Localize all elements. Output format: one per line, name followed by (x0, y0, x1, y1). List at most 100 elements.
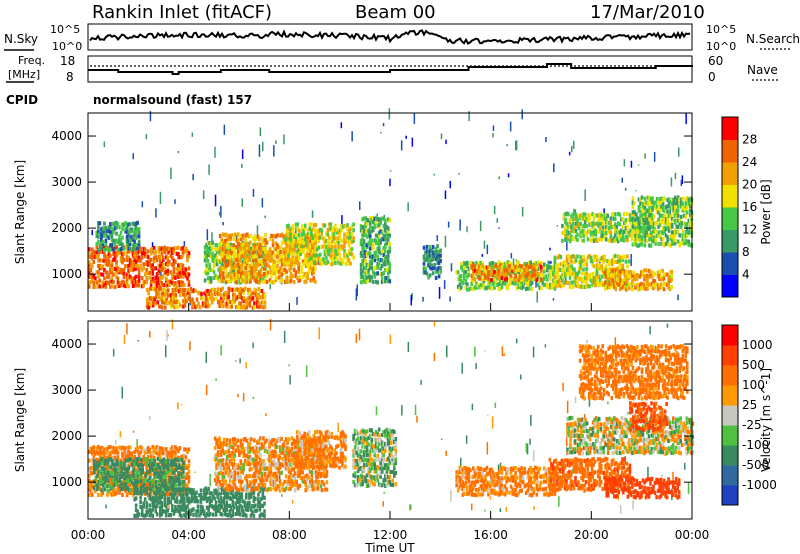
echo-cell (427, 254, 430, 259)
echo-cell (648, 209, 651, 214)
echo-cell (224, 271, 228, 276)
echo-cell (127, 457, 131, 462)
echo-cell (202, 509, 206, 514)
echo-cell (500, 279, 504, 284)
noise-cell (269, 284, 271, 290)
echo-cell (138, 467, 141, 472)
echo-cell (112, 462, 116, 467)
echo-cell (639, 209, 642, 214)
echo-cell (103, 276, 106, 281)
echo-cell (437, 274, 441, 279)
colorbar-tick-label: 28 (742, 133, 757, 147)
echo-cell (134, 513, 138, 518)
noise-cell (532, 346, 535, 358)
echo-cell (88, 262, 91, 267)
echo-cell (303, 271, 306, 276)
echo-cell (592, 221, 596, 226)
echo-cell (239, 295, 243, 300)
echo-cell (157, 263, 161, 268)
echo-cell (206, 276, 210, 281)
echo-cell (224, 238, 228, 243)
echo-cell (359, 262, 363, 267)
echo-cell (247, 287, 250, 292)
echo-cell (109, 267, 112, 272)
echo-cell (135, 473, 138, 478)
echo-cell (253, 269, 257, 274)
echo-cell (109, 478, 112, 483)
echo-cell (488, 273, 492, 278)
echo-cell (636, 216, 639, 221)
echo-cell (617, 273, 621, 278)
noise-cell (671, 488, 673, 500)
echo-cell (242, 296, 246, 301)
noise-cell (649, 326, 651, 335)
echo-cell (344, 236, 348, 241)
echo-cell (328, 244, 331, 249)
echo-cell (377, 230, 381, 235)
echo-cell (311, 271, 314, 276)
echo-cell (382, 261, 386, 266)
echo-cell (277, 245, 281, 250)
echo-cell (328, 235, 331, 240)
echo-cell (218, 299, 221, 304)
echo-cell (151, 507, 154, 512)
echo-cell (171, 470, 175, 475)
echo-cell (174, 293, 178, 298)
echo-cell (157, 254, 161, 259)
echo-cell (187, 266, 191, 271)
echo-cell (113, 250, 117, 255)
echo-cell (97, 479, 101, 484)
echo-cell (565, 267, 569, 272)
echo-cell (262, 274, 266, 279)
echo-cell (253, 287, 256, 292)
echo-cell (546, 282, 549, 287)
echo-cell (270, 269, 273, 274)
echo-cell (527, 270, 531, 275)
echo-cell (660, 241, 663, 246)
echo-cell (95, 280, 99, 285)
echo-cell (663, 214, 666, 219)
echo-cell (253, 234, 257, 239)
echo-cell (362, 278, 366, 283)
echo-cell (173, 462, 176, 467)
noise-cell (149, 331, 151, 338)
echo-cell (299, 248, 302, 253)
echo-cell (558, 283, 561, 288)
echo-cell (361, 247, 364, 252)
echo-cell (137, 245, 141, 250)
echo-cell (502, 264, 505, 269)
echo-cell (508, 268, 511, 273)
echo-cell (568, 284, 572, 289)
echo-cell (127, 241, 130, 246)
echo-cell (506, 260, 510, 265)
echo-cell (684, 204, 688, 209)
echo-cell (102, 486, 105, 491)
echo-cell (460, 278, 463, 283)
echo-cell (186, 496, 189, 501)
echo-cell (686, 205, 689, 210)
echo-cell (168, 492, 171, 497)
echo-cell (206, 271, 210, 276)
y-tick-label: 1000 (51, 267, 82, 281)
echo-cell (455, 270, 458, 275)
echo-cell (580, 279, 584, 284)
echo-cell (171, 291, 175, 296)
echo-cell (431, 250, 435, 255)
echo-cell (645, 200, 648, 205)
echo-cell (305, 261, 308, 266)
echo-cell (679, 241, 683, 246)
echo-cell (334, 248, 337, 253)
echo-cell (158, 479, 161, 484)
echo-cell (134, 221, 138, 226)
echo-cell (282, 267, 285, 272)
echo-cell (629, 220, 632, 225)
echo-cell (340, 228, 343, 233)
echo-cell (263, 304, 267, 309)
echo-cell (171, 288, 175, 293)
echo-cell (649, 243, 653, 248)
echo-cell (147, 296, 150, 301)
echo-cell (235, 274, 239, 279)
echo-cell (317, 256, 321, 261)
echo-cell (119, 446, 123, 451)
echo-cell (115, 475, 119, 480)
